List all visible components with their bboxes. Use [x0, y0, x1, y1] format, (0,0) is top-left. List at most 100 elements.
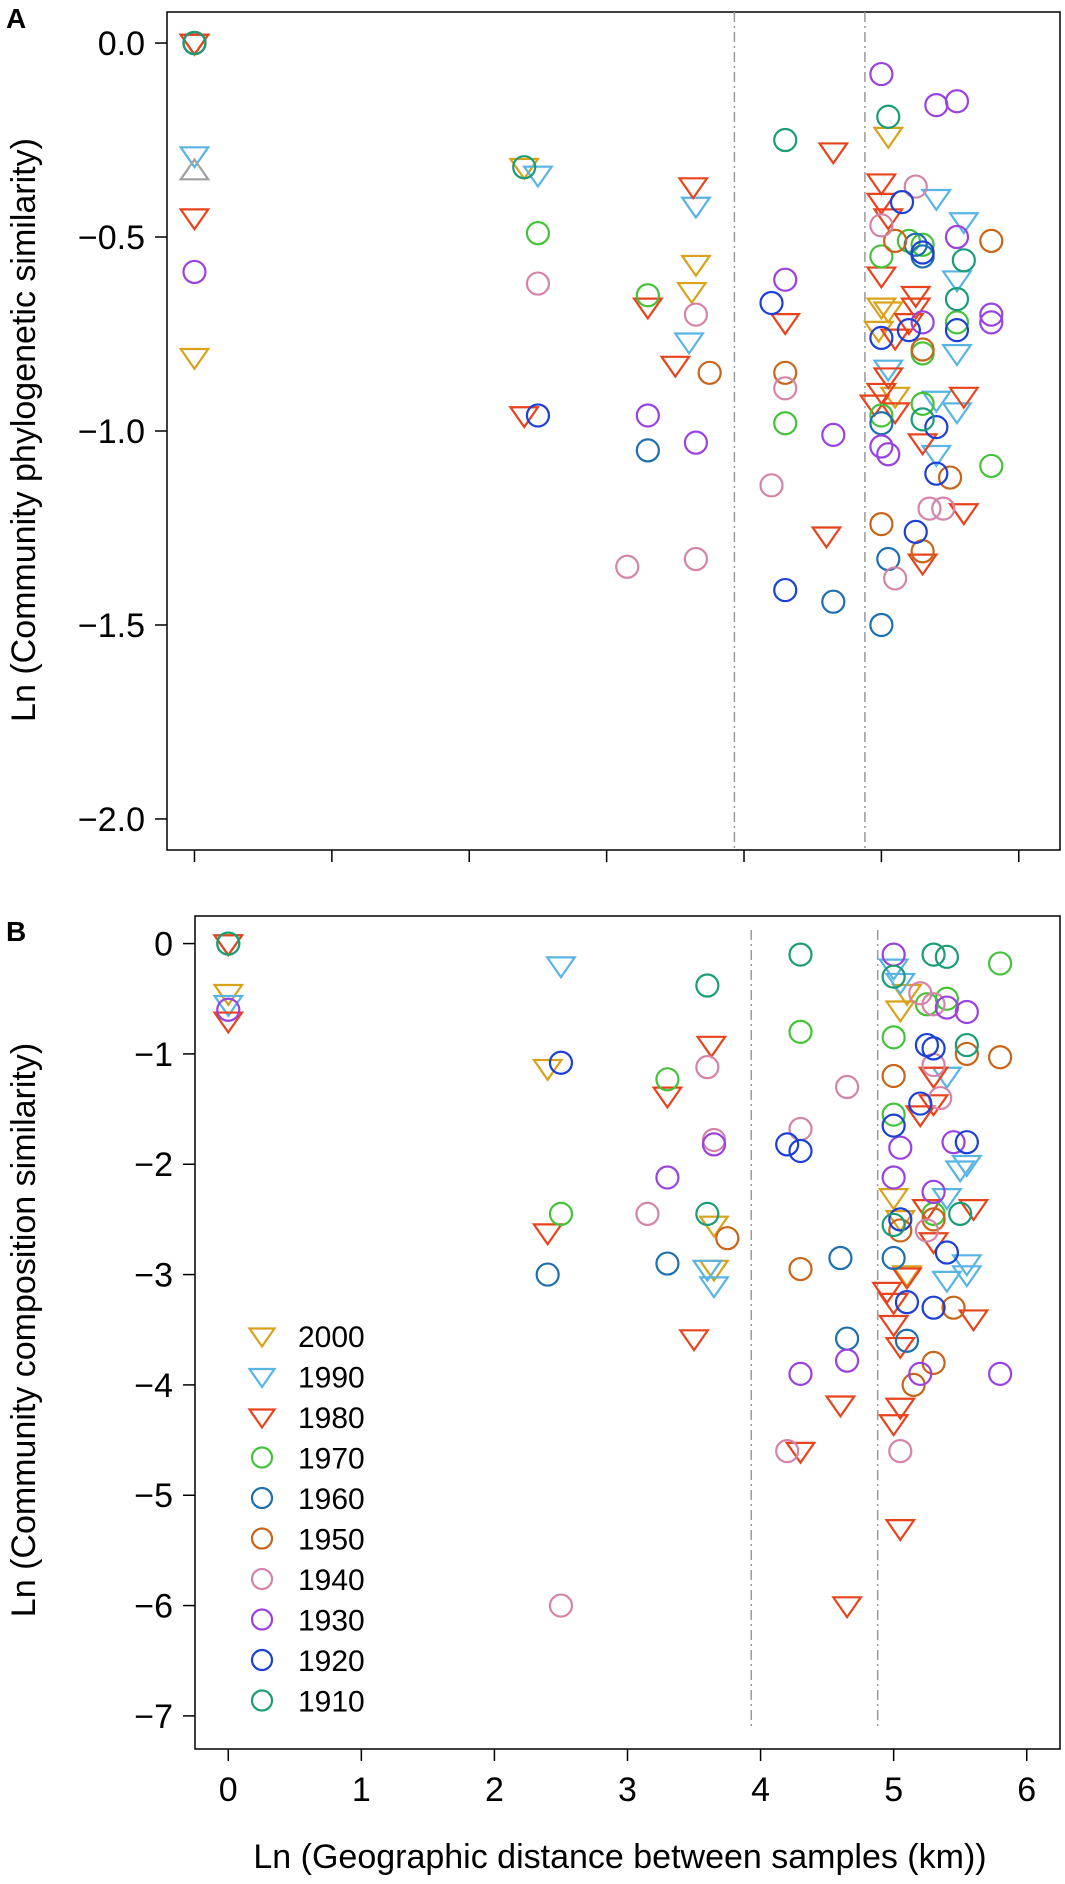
- point-1920: [775, 1132, 800, 1157]
- point-1990: [872, 359, 905, 383]
- point-1980: [178, 33, 211, 57]
- x-tick-label: 0: [219, 1771, 238, 1809]
- y-tick-label: −1.5: [78, 607, 145, 645]
- point-1910: [954, 1032, 979, 1058]
- point-1940: [635, 1201, 660, 1226]
- legend-marker-1940: [250, 1567, 274, 1591]
- point-1960: [828, 1245, 853, 1271]
- point-1910: [910, 407, 935, 432]
- point-1970: [788, 1019, 813, 1044]
- point-1980: [212, 934, 245, 958]
- point-1930: [773, 267, 798, 292]
- point-1920: [759, 290, 784, 316]
- point-1930: [944, 224, 970, 250]
- point-1980: [865, 192, 898, 216]
- point-1920: [944, 318, 970, 343]
- point-1930: [979, 310, 1004, 335]
- legend-marker-1990: [247, 1367, 277, 1389]
- point-1940: [917, 496, 942, 521]
- point-1970: [548, 1201, 574, 1226]
- point-1950: [954, 1041, 979, 1067]
- panel-a-reference-lines: [733, 12, 866, 850]
- panel-b-y-axis-title: Ln (Community composition similarity): [5, 1043, 43, 1617]
- y-tick-label: −7: [134, 1698, 173, 1736]
- point-1970: [655, 1067, 680, 1092]
- point-1980: [877, 1292, 910, 1316]
- point-1980: [957, 1309, 990, 1333]
- point-2000: [680, 254, 712, 278]
- panel-b-x-axis: 0 1 2 3 4 5 6: [219, 1749, 1036, 1809]
- point-1950: [941, 1295, 966, 1320]
- point-1950: [788, 1256, 813, 1282]
- point-1990: [944, 1160, 977, 1184]
- point-1920: [908, 1091, 933, 1116]
- point-1950: [937, 465, 963, 490]
- point-1980: [917, 1094, 950, 1118]
- point-1970: [869, 244, 894, 269]
- point-2000: [884, 1000, 917, 1024]
- point-1930: [683, 430, 709, 455]
- point-2000: [865, 297, 898, 321]
- point-1980: [508, 406, 541, 429]
- legend-marker-1970: [250, 1446, 274, 1469]
- point-1910: [773, 127, 798, 153]
- point-1980: [879, 402, 911, 426]
- point-1930: [869, 61, 894, 87]
- legend-label: 1930: [298, 1605, 365, 1638]
- legend-marker-1930: [250, 1608, 274, 1631]
- point-1930: [908, 1361, 933, 1386]
- point-1950: [883, 228, 908, 253]
- point-1990: [950, 1265, 983, 1289]
- point-1990: [884, 972, 917, 996]
- point-1910: [921, 942, 946, 967]
- point-1970: [988, 951, 1013, 976]
- point-1990: [941, 402, 973, 426]
- point-1930: [788, 1361, 813, 1386]
- point-1990: [931, 1066, 963, 1090]
- point-1920: [881, 1113, 906, 1138]
- x-tick-label: 4: [751, 1771, 770, 1809]
- point-2000: [698, 1215, 730, 1239]
- panel-a-points: [178, 30, 1004, 638]
- point-1920: [903, 519, 928, 544]
- point-1920: [894, 1290, 920, 1315]
- legend-label: 2000: [298, 1321, 365, 1354]
- point-1980: [865, 382, 898, 406]
- point-1910: [951, 248, 976, 273]
- point-1920: [921, 1295, 946, 1320]
- x-tick-label: 1: [352, 1771, 371, 1809]
- point-1960: [869, 411, 894, 436]
- point-1940: [914, 1218, 940, 1243]
- point-1920: [548, 1050, 574, 1075]
- point-1960: [821, 589, 846, 614]
- point-1920: [934, 1240, 959, 1265]
- point-1980: [531, 1223, 564, 1247]
- point-1970: [773, 411, 798, 436]
- point-1930: [888, 1135, 913, 1160]
- point-1980: [677, 177, 710, 201]
- x-tick-label: 5: [884, 1771, 903, 1809]
- point-1920: [525, 403, 551, 428]
- point-1990: [950, 1254, 983, 1278]
- point-1920: [788, 1138, 813, 1164]
- point-1920: [896, 318, 921, 343]
- point-1980: [817, 142, 850, 166]
- panel-a-y-axis: 0.0 −0.5 −1.0 −1.5 −2.0: [78, 25, 167, 839]
- point-1970: [910, 232, 935, 257]
- point-2000: [872, 301, 905, 325]
- x-axis-title: Ln (Geographic distance between samples …: [253, 1838, 986, 1876]
- point-1910: [216, 931, 241, 956]
- point-1930: [954, 999, 979, 1025]
- point-2000: [891, 1265, 923, 1289]
- point-2000: [877, 1187, 910, 1211]
- point-1970: [881, 1102, 906, 1127]
- point-1950: [921, 1350, 946, 1375]
- point-1980: [212, 1011, 245, 1035]
- point-extra: [178, 157, 211, 181]
- point-1940: [683, 302, 709, 327]
- y-tick-label: −0.5: [78, 219, 145, 257]
- point-2000: [872, 126, 905, 150]
- y-tick-label: 0.0: [98, 25, 145, 63]
- legend: 2000 1990 1980 1970 1960 1950 1940 1930 1920 1910: [247, 1321, 365, 1719]
- legend-label: 1910: [298, 1686, 365, 1719]
